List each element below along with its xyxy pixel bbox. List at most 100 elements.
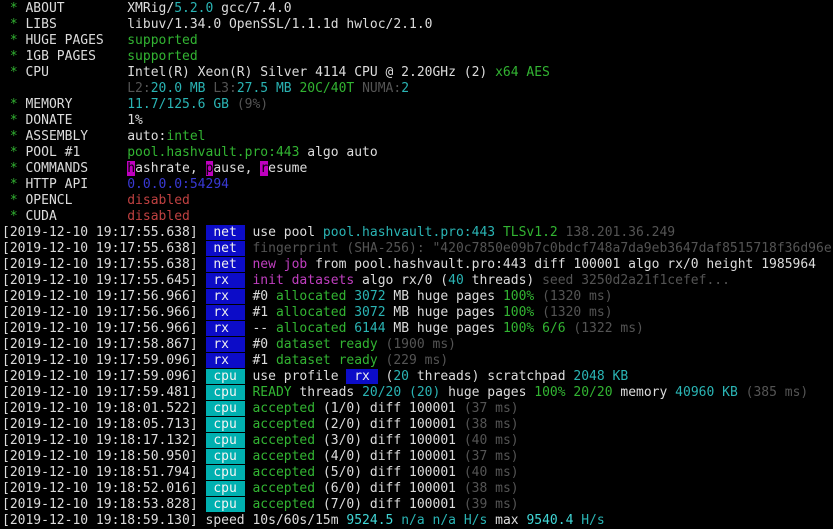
- log-segment: supported: [127, 33, 198, 48]
- log-tag-cpu: cpu: [205, 433, 245, 448]
- log-segment: auto:: [127, 129, 167, 144]
- log-segment: *: [2, 97, 26, 112]
- log-line: [2019-12-10 19:17:59.481] cpu READY thre…: [2, 385, 833, 401]
- log-segment: threads): [463, 273, 543, 288]
- log-line: [2019-12-10 19:17:58.867] rx #0 dataset …: [2, 337, 833, 353]
- info-line: * ASSEMBLY auto:intel: [2, 129, 833, 145]
- log-tag-rx: rx: [205, 289, 245, 304]
- log-tag-rx: rx: [205, 321, 245, 336]
- log-segment: *: [2, 1, 26, 16]
- log-segment: 0.0.0.0:54294: [127, 177, 229, 192]
- log-segment: accepted: [252, 449, 316, 464]
- log-line: [2019-12-10 19:18:53.828] cpu accepted (…: [2, 497, 833, 513]
- log-timestamp: [2019-12-10 19:18:17.132]: [2, 433, 206, 448]
- log-segment: 3072: [354, 289, 386, 304]
- log-segment: allocated: [275, 321, 347, 336]
- log-tag-cpu: cpu: [205, 497, 245, 512]
- log-segment: algo rx/0 (: [354, 273, 449, 288]
- log-segment: (40 ms): [463, 465, 519, 480]
- log-segment: 9540.4: [526, 513, 574, 528]
- log-segment: h: [127, 161, 136, 176]
- log-segment: ashrate,: [135, 161, 206, 176]
- log-segment: accepted: [252, 417, 316, 432]
- log-line: [2019-12-10 19:18:05.713] cpu accepted (…: [2, 417, 833, 433]
- log-segment: [534, 305, 542, 320]
- log-segment: (: [377, 369, 394, 384]
- log-tag-cpu: cpu: [205, 385, 245, 400]
- log-tag-rx: rx: [205, 273, 245, 288]
- log-segment: gcc/7.4.0: [213, 1, 292, 16]
- log-segment: 5.2.0: [174, 1, 214, 16]
- log-segment: 6144: [354, 321, 386, 336]
- log-segment: *: [2, 209, 26, 224]
- log-segment: *: [2, 49, 26, 64]
- log-segment: [378, 337, 386, 352]
- log-segment: new job: [252, 257, 308, 272]
- log-tag-net: net: [205, 241, 245, 256]
- log-segment: max: [487, 513, 527, 528]
- info-line: * DONATE 1%: [2, 113, 833, 129]
- log-segment: CPU: [25, 65, 128, 80]
- log-line: [2019-12-10 19:17:56.966] rx -- allocate…: [2, 321, 833, 337]
- log-segment: accepted: [252, 481, 316, 496]
- info-line: * 1GB PAGES supported: [2, 49, 833, 65]
- log-segment: [378, 353, 386, 368]
- log-segment: (3/0) diff 100001: [315, 433, 464, 448]
- log-timestamp: [2019-12-10 19:18:51.794]: [2, 465, 206, 480]
- log-segment: speed 10s/60s/15m: [205, 513, 347, 528]
- info-line: * HTTP API 0.0.0.0:54294: [2, 177, 833, 193]
- log-segment: 20: [393, 369, 410, 384]
- log-segment: (9%): [236, 97, 269, 112]
- log-tag-net: net: [205, 225, 245, 240]
- log-timestamp: [2019-12-10 19:17:59.096]: [2, 369, 206, 384]
- log-timestamp: [2019-12-10 19:18:52.016]: [2, 481, 206, 496]
- log-segment: *: [2, 129, 26, 144]
- log-segment: (39 ms): [463, 497, 519, 512]
- log-segment: READY: [252, 385, 292, 400]
- log-tag-net: net: [205, 257, 245, 272]
- log-line: [2019-12-10 19:18:50.950] cpu accepted (…: [2, 449, 833, 465]
- log-segment: p: [205, 161, 214, 176]
- log-segment: esume: [268, 161, 308, 176]
- log-segment: (385 ms): [745, 385, 809, 400]
- log-segment: DONATE: [25, 113, 128, 128]
- log-segment: ause,: [213, 161, 261, 176]
- log-segment: *: [2, 113, 26, 128]
- log-segment: (1900 ms): [385, 337, 456, 352]
- log-tag-cpu: cpu: [205, 401, 245, 416]
- log-segment: algo auto: [299, 145, 378, 160]
- log-segment: *: [2, 65, 26, 80]
- log-timestamp: [2019-12-10 19:17:56.966]: [2, 289, 206, 304]
- log-line: [2019-12-10 19:18:52.016] cpu accepted (…: [2, 481, 833, 497]
- log-timestamp: [2019-12-10 19:17:59.481]: [2, 385, 206, 400]
- log-segment: libuv/1.34.0 OpenSSL/1.1.1d hwloc/2.1.0: [127, 17, 433, 32]
- log-segment: MB huge pages: [385, 289, 503, 304]
- log-line: [2019-12-10 19:17:56.966] rx #0 allocate…: [2, 289, 833, 305]
- log-segment: intel: [166, 129, 206, 144]
- log-segment: *: [2, 145, 26, 160]
- log-segment: (38 ms): [463, 481, 519, 496]
- log-segment: pool.hashvault.pro:443: [127, 145, 300, 160]
- log-segment: (4/0) diff 100001: [315, 449, 464, 464]
- log-segment: supported: [127, 49, 198, 64]
- info-line: * CUDA disabled: [2, 209, 833, 225]
- log-segment: accepted: [252, 465, 316, 480]
- log-tag-cpu: cpu: [205, 417, 245, 432]
- log-segment: fingerprint (SHA-256): "420c7850e09b7c0b…: [252, 241, 832, 256]
- log-segment: 40: [448, 273, 464, 288]
- log-segment: dataset ready: [275, 353, 378, 368]
- log-tag-cpu: cpu: [205, 465, 245, 480]
- log-segment: 2048 KB: [573, 369, 629, 384]
- log-segment: 100% 20/20: [534, 385, 613, 400]
- log-segment: seed 3250d2a21f1cefef...: [542, 273, 730, 288]
- log-segment: 2: [401, 81, 410, 96]
- log-segment: [738, 385, 746, 400]
- log-line: [2019-12-10 19:18:01.522] cpu accepted (…: [2, 401, 833, 417]
- log-segment: 3072: [354, 305, 386, 320]
- log-segment: L3:: [213, 81, 237, 96]
- log-segment: 1GB PAGES: [25, 49, 128, 64]
- log-segment: (1320 ms): [542, 289, 613, 304]
- log-segment: 138.201.36.249: [557, 225, 676, 240]
- log-line: [2019-12-10 19:18:59.130] speed 10s/60s/…: [2, 513, 833, 528]
